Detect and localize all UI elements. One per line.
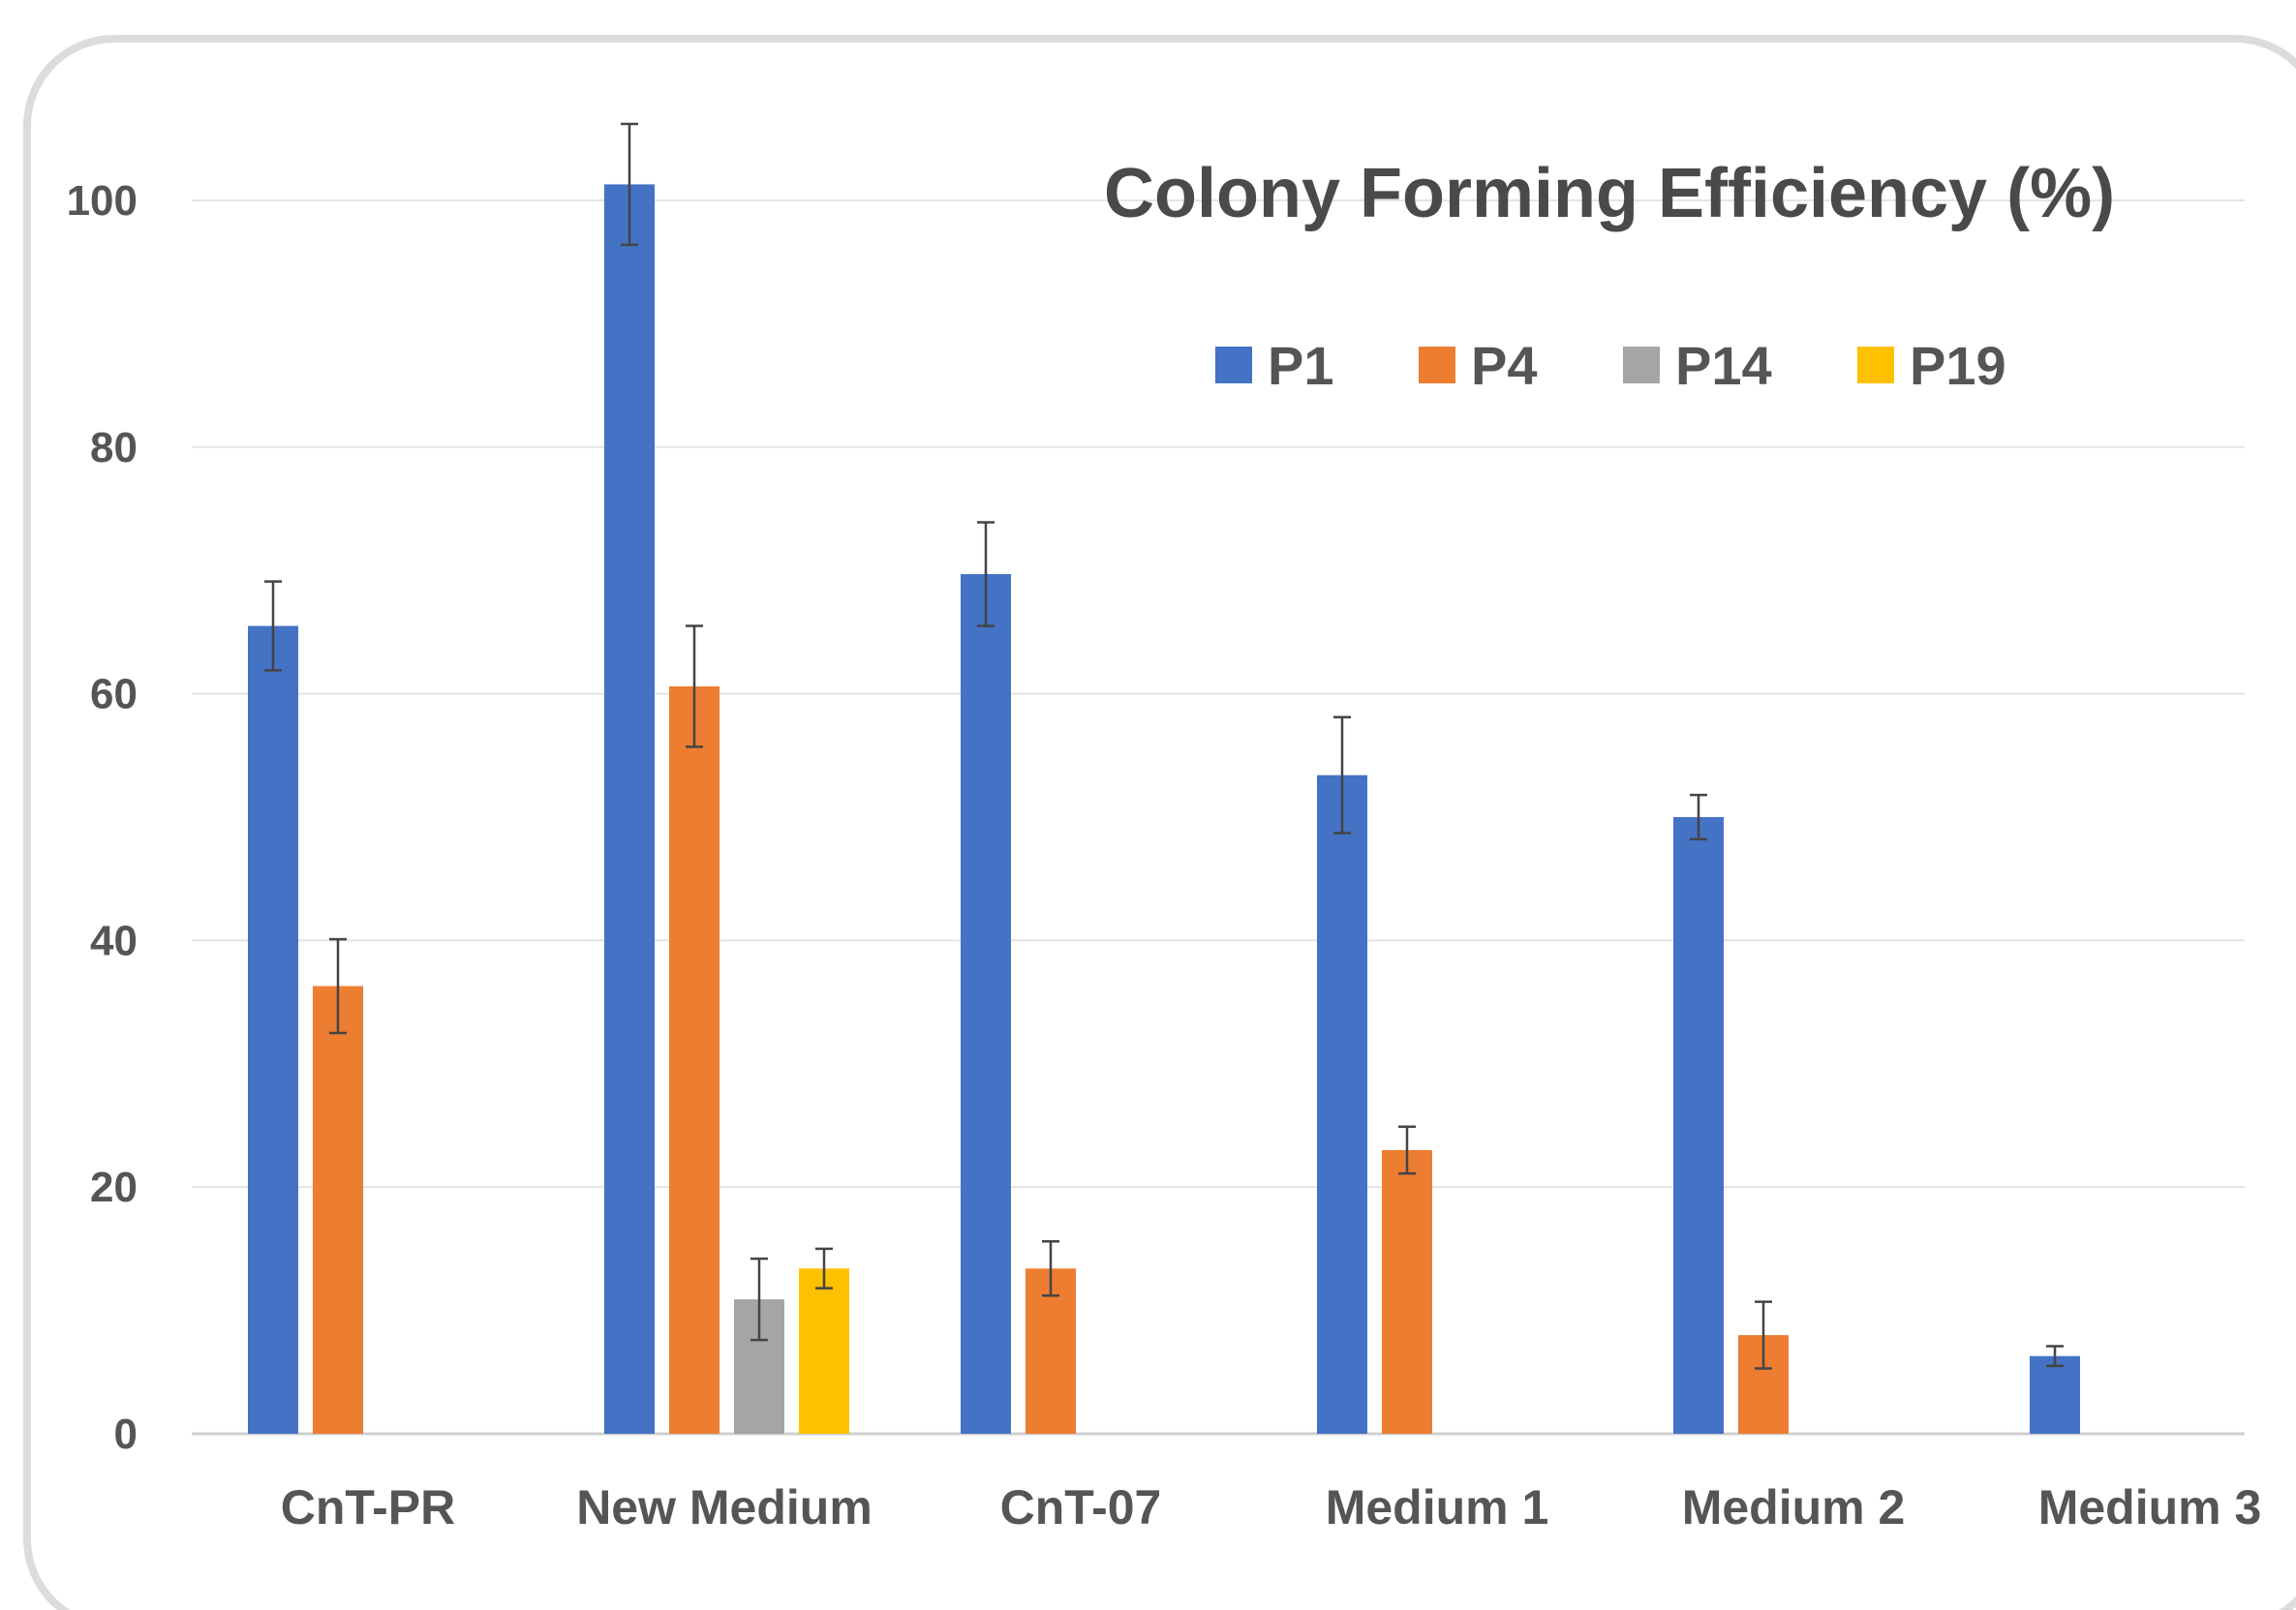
legend-label-p1: P1 (1268, 335, 1334, 396)
legend-label-p14: P14 (1675, 335, 1772, 396)
bar-p4-3 (1382, 1149, 1432, 1434)
x-category-label: CnT-07 (1000, 1480, 1162, 1534)
legend-swatch-p14 (1623, 347, 1660, 383)
legend: P1 P4 P14 P19 (1215, 335, 2006, 396)
y-tick-label: 20 (90, 1164, 138, 1211)
bar-p19-1 (799, 1268, 849, 1434)
chart-title: Colony Forming Efficiency (%) (1104, 155, 2115, 232)
chart-frame (23, 35, 2296, 1610)
x-category-label: Medium 1 (1326, 1480, 1549, 1534)
x-category-label: Medium 2 (1682, 1480, 1906, 1534)
bar-p1-2 (961, 574, 1011, 1434)
legend-swatch-p19 (1857, 347, 1894, 383)
y-tick-label: 60 (90, 671, 138, 718)
x-axis-category-labels: CnT-PR New Medium CnT-07 Medium 1 Medium 2 Me… (281, 1480, 2262, 1534)
bar-p4-0 (313, 986, 363, 1434)
y-axis-tick-labels: 0 20 40 60 80 100 (67, 177, 138, 1458)
y-tick-label: 40 (90, 917, 138, 964)
bar-p1-4 (1673, 817, 1724, 1434)
bar-p4-1 (669, 685, 719, 1434)
legend-label-p4: P4 (1471, 335, 1538, 396)
y-tick-label: 0 (114, 1411, 138, 1458)
bar-p1-1 (604, 184, 655, 1435)
x-category-label: New Medium (576, 1480, 872, 1534)
bar-p1-0 (248, 625, 298, 1434)
x-category-label: CnT-PR (281, 1480, 456, 1534)
y-tick-label: 100 (67, 177, 138, 225)
legend-swatch-p1 (1215, 347, 1252, 383)
gridlines (192, 199, 2245, 1436)
bars (248, 184, 2080, 1435)
bar-p1-5 (2030, 1355, 2080, 1434)
bar-p1-3 (1317, 775, 1367, 1434)
legend-swatch-p4 (1419, 347, 1455, 383)
y-tick-label: 80 (90, 424, 138, 471)
legend-label-p19: P19 (1910, 335, 2006, 396)
error-bars (264, 122, 2064, 1370)
x-category-label: Medium 3 (2038, 1480, 2262, 1534)
